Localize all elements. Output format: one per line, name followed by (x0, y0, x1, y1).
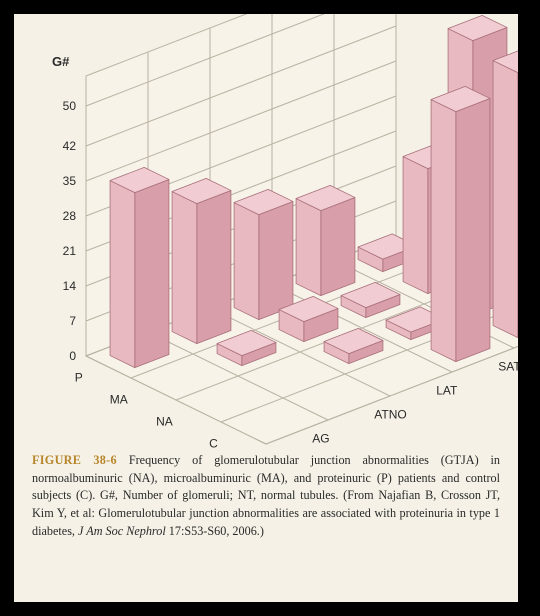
svg-text:SAT: SAT (498, 360, 518, 374)
caption-journal: J Am Soc Nephrol (78, 524, 166, 538)
figure-card: 07142128354250G#PMANACNTSATLATATNOAG FIG… (14, 14, 518, 602)
chart-3d-bar: 07142128354250G#PMANACNTSATLATATNOAG (14, 14, 518, 449)
figure-caption: FIGURE 38-6 Frequency of glomerulotubula… (32, 452, 500, 540)
svg-text:7: 7 (69, 314, 76, 328)
svg-text:35: 35 (63, 174, 77, 188)
svg-text:LAT: LAT (436, 384, 458, 398)
svg-text:G#: G# (52, 54, 70, 69)
svg-text:P: P (75, 370, 83, 384)
svg-text:50: 50 (63, 99, 77, 113)
page-root: 07142128354250G#PMANACNTSATLATATNOAG FIG… (0, 0, 540, 616)
svg-text:NA: NA (156, 414, 173, 428)
svg-text:ATNO: ATNO (374, 408, 406, 422)
svg-text:C: C (209, 436, 218, 449)
svg-text:42: 42 (63, 139, 77, 153)
svg-text:28: 28 (63, 209, 77, 223)
svg-text:0: 0 (69, 349, 76, 363)
caption-body-2: 17:S53-S60, 2006.) (166, 524, 264, 538)
svg-text:AG: AG (312, 432, 329, 446)
figure-label: FIGURE 38-6 (32, 453, 117, 467)
svg-text:21: 21 (63, 244, 77, 258)
svg-text:MA: MA (110, 392, 128, 406)
svg-text:14: 14 (63, 279, 77, 293)
